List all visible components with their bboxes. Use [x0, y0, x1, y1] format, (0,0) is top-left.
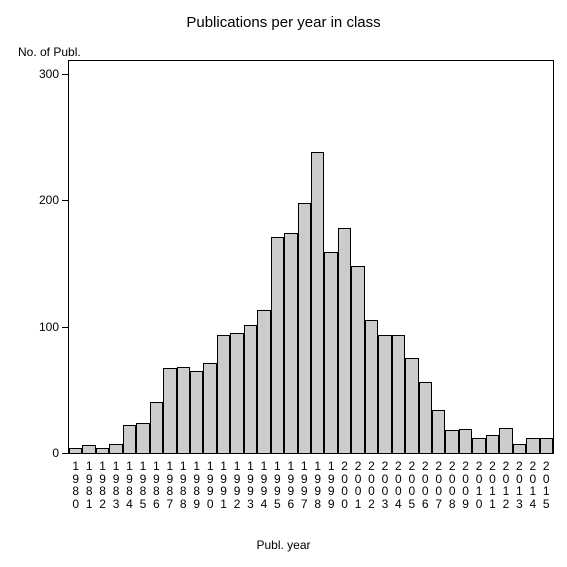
xtick-label: 2000 — [338, 460, 351, 510]
xtick-label: 1992 — [230, 460, 243, 510]
bar — [311, 152, 324, 453]
xtick-label: 1997 — [298, 460, 311, 510]
xtick-label: 1998 — [311, 460, 324, 510]
bar — [150, 402, 163, 453]
xtick-label: 1980 — [69, 460, 82, 510]
xtick-label: 2002 — [365, 460, 378, 510]
ytick-label: 300 — [39, 67, 59, 81]
bar — [338, 228, 351, 453]
bar — [163, 368, 176, 453]
xtick-label: 1984 — [123, 460, 136, 510]
xtick-label: 1987 — [163, 460, 176, 510]
ytick-label: 0 — [52, 446, 59, 460]
bar — [459, 429, 472, 453]
xtick-label: 1990 — [203, 460, 216, 510]
ytick — [62, 327, 68, 328]
xtick-label: 2006 — [419, 460, 432, 510]
bar — [244, 325, 257, 453]
bar — [96, 448, 109, 453]
bar — [432, 410, 445, 453]
xtick-label: 1995 — [271, 460, 284, 510]
bar — [419, 382, 432, 453]
xtick-label: 1993 — [244, 460, 257, 510]
ytick-label: 100 — [39, 320, 59, 334]
bar — [284, 233, 297, 453]
bar — [123, 425, 136, 453]
bar — [540, 438, 553, 453]
bar — [230, 333, 243, 453]
bar — [472, 438, 485, 453]
bar — [136, 423, 149, 453]
xtick-label: 2013 — [513, 460, 526, 510]
bar — [365, 320, 378, 453]
bar — [190, 371, 203, 453]
xtick-label: 1988 — [177, 460, 190, 510]
bars-layer — [69, 61, 553, 453]
bar — [69, 448, 82, 453]
xtick-label: 1982 — [96, 460, 109, 510]
xtick-label: 1996 — [284, 460, 297, 510]
ytick-label: 200 — [39, 193, 59, 207]
xtick-label: 2008 — [445, 460, 458, 510]
plot-area — [68, 60, 554, 454]
bar — [257, 310, 270, 453]
bar — [486, 435, 499, 453]
ytick — [62, 200, 68, 201]
xtick-label: 1994 — [257, 460, 270, 510]
bar — [392, 335, 405, 453]
bar — [405, 358, 418, 453]
xtick-label: 2014 — [526, 460, 539, 510]
ytick — [62, 453, 68, 454]
bar — [445, 430, 458, 453]
bar — [351, 266, 364, 453]
bar — [177, 367, 190, 453]
xtick-label: 2001 — [351, 460, 364, 510]
xtick-label: 2003 — [378, 460, 391, 510]
xtick-label: 1999 — [324, 460, 337, 510]
xtick-label: 2005 — [405, 460, 418, 510]
xtick-label: 2004 — [392, 460, 405, 510]
xtick-label: 1986 — [150, 460, 163, 510]
bar — [499, 428, 512, 453]
bar — [513, 444, 526, 453]
xtick-label: 2015 — [540, 460, 553, 510]
xtick-labels: 1980198119821983198419851986198719881989… — [69, 460, 553, 530]
xtick-label: 1989 — [190, 460, 203, 510]
xtick-label: 1981 — [82, 460, 95, 510]
y-axis-label: No. of Publ. — [18, 45, 81, 59]
xtick-label: 2009 — [459, 460, 472, 510]
xtick-label: 2012 — [499, 460, 512, 510]
chart-title: Publications per year in class — [0, 14, 567, 31]
bar — [378, 335, 391, 453]
bar — [109, 444, 122, 453]
bar — [271, 237, 284, 453]
chart-container: Publications per year in class No. of Pu… — [0, 0, 567, 567]
bar — [526, 438, 539, 453]
bar — [217, 335, 230, 453]
bar — [82, 445, 95, 453]
xtick-label: 1983 — [109, 460, 122, 510]
ytick — [62, 74, 68, 75]
bar — [324, 252, 337, 453]
bar — [298, 203, 311, 453]
bar — [203, 363, 216, 453]
xtick-label: 1991 — [217, 460, 230, 510]
xtick-label: 2007 — [432, 460, 445, 510]
x-axis-label: Publ. year — [0, 538, 567, 552]
xtick-label: 2010 — [472, 460, 485, 510]
xtick-label: 2011 — [486, 460, 499, 510]
xtick-label: 1985 — [136, 460, 149, 510]
